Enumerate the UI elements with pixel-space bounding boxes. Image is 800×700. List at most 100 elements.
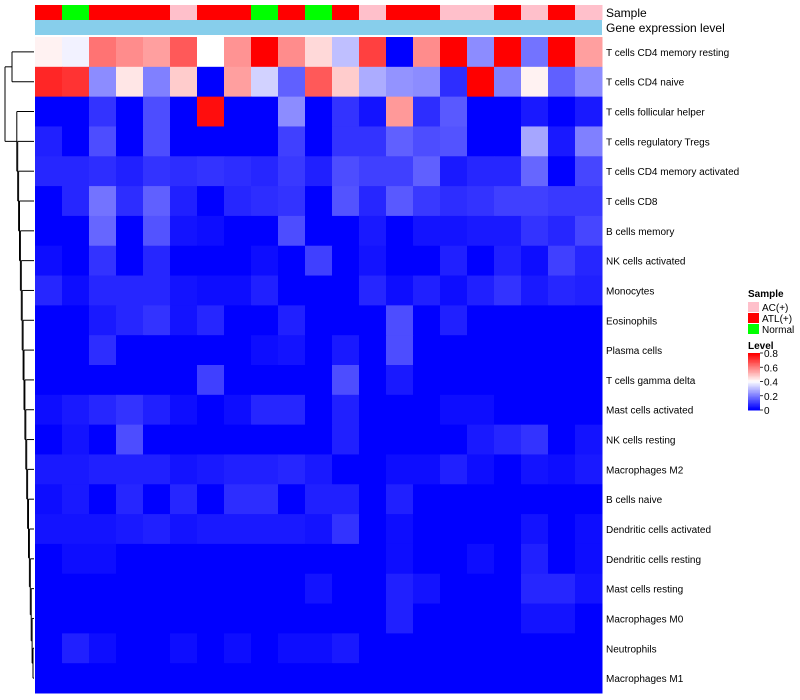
sample-annotation-cell [413,5,441,20]
heatmap-cell [305,66,333,98]
heatmap-cell [35,126,63,157]
heatmap-cell [143,603,171,634]
heatmap-cell [35,514,63,545]
heatmap-cell [332,126,360,157]
heatmap-cell [143,275,171,306]
heatmap-cell [332,245,360,277]
heatmap-cell [89,394,117,426]
heatmap-cell [386,543,414,575]
level-gradient-step [748,394,760,397]
heatmap-cell [35,394,63,426]
sample-annotation-cell [278,5,306,20]
sample-annotation-cell [440,5,468,20]
heatmap-cell [440,394,468,426]
heatmap-cell [143,37,171,68]
heatmap-cell [62,215,90,247]
level-gradient-step [748,380,760,382]
heatmap-cell [440,365,468,396]
heatmap-cell [359,186,387,217]
heatmap-cell [224,37,252,68]
heatmap-cell [332,66,360,98]
heatmap-cell [170,215,198,247]
row-label: Plasma cells [606,346,662,357]
heatmap-cell [251,186,279,217]
sample-annotation-cell [305,5,333,20]
heatmap-cell [305,156,333,187]
heatmap-cell [359,126,387,157]
row-label: NK cells activated [606,257,685,268]
heatmap-cell [278,156,306,187]
heatmap-cell [521,305,549,336]
level-gradient-step [748,361,760,364]
heatmap-cell [332,514,360,545]
level-gradient-step [748,390,760,392]
heatmap-cell [332,305,360,336]
row-label: Neutrophils [606,644,657,655]
heatmap-cell [278,305,306,336]
heatmap-cell [224,66,252,98]
heatmap-cell [413,573,441,605]
heatmap-cell [332,96,360,127]
heatmap-cell [251,365,279,396]
heatmap-cell [548,454,576,485]
row-label: B cells naive [606,495,663,506]
heatmap-cell [548,633,576,664]
heatmap-cell [278,66,306,98]
sample-legend-label: AC(+) [762,303,788,314]
heatmap-cell [116,37,144,68]
heatmap-cell [386,424,414,455]
heatmap-cell [521,365,549,396]
heatmap-cell [359,245,387,277]
heatmap-cell [278,514,306,545]
heatmap-cell [170,424,198,455]
heatmap-cell [413,663,441,694]
heatmap-cell [116,454,144,485]
heatmap-cell [89,156,117,187]
heatmap-cell [278,424,306,455]
heatmap-cell [386,215,414,247]
heatmap-cell [359,573,387,605]
heatmap-cell [467,156,495,187]
level-gradient-step [748,395,760,398]
heatmap-cell [197,365,225,396]
heatmap-cell [467,215,495,247]
heatmap-cell [575,454,603,485]
level-tick-label: 0.6 [764,363,778,374]
sample-legend-swatch [748,324,759,334]
row-label: Macrophages M1 [606,674,684,685]
heatmap-cell [467,275,495,306]
heatmap-cell [548,543,576,575]
level-gradient-step [748,388,760,391]
heatmap-cell [440,245,468,277]
heatmap-cell [251,37,279,68]
heatmap-cell [359,663,387,694]
heatmap-cell [35,603,63,634]
heatmap-cell [413,96,441,127]
level-tick-label: 0.4 [764,378,778,389]
heatmap-cell [305,96,333,127]
heatmap-cell [548,275,576,306]
heatmap-cell [494,245,522,277]
row-label: B cells memory [606,227,674,238]
heatmap-cell [35,186,63,217]
heatmap-cell [197,126,225,157]
level-gradient-step [748,374,760,377]
heatmap-cell [251,66,279,98]
heatmap-cell [143,424,171,455]
heatmap-cell [278,394,306,426]
heatmap-cell [278,543,306,575]
heatmap-cell [251,335,279,366]
heatmap-cell [494,663,522,694]
heatmap-cell [89,603,117,634]
heatmap-cell [62,484,90,515]
heatmap-cell [170,245,198,277]
heatmap-cell [224,156,252,187]
heatmap-cell [62,275,90,306]
heatmap-cell [278,603,306,634]
heatmap-cell [251,215,279,247]
heatmap-cell [440,514,468,545]
heatmap-cell [440,215,468,247]
row-label: Dendritic cells activated [606,525,711,536]
heatmap-cell [116,66,144,98]
row-label: T cells CD4 memory activated [606,167,739,178]
